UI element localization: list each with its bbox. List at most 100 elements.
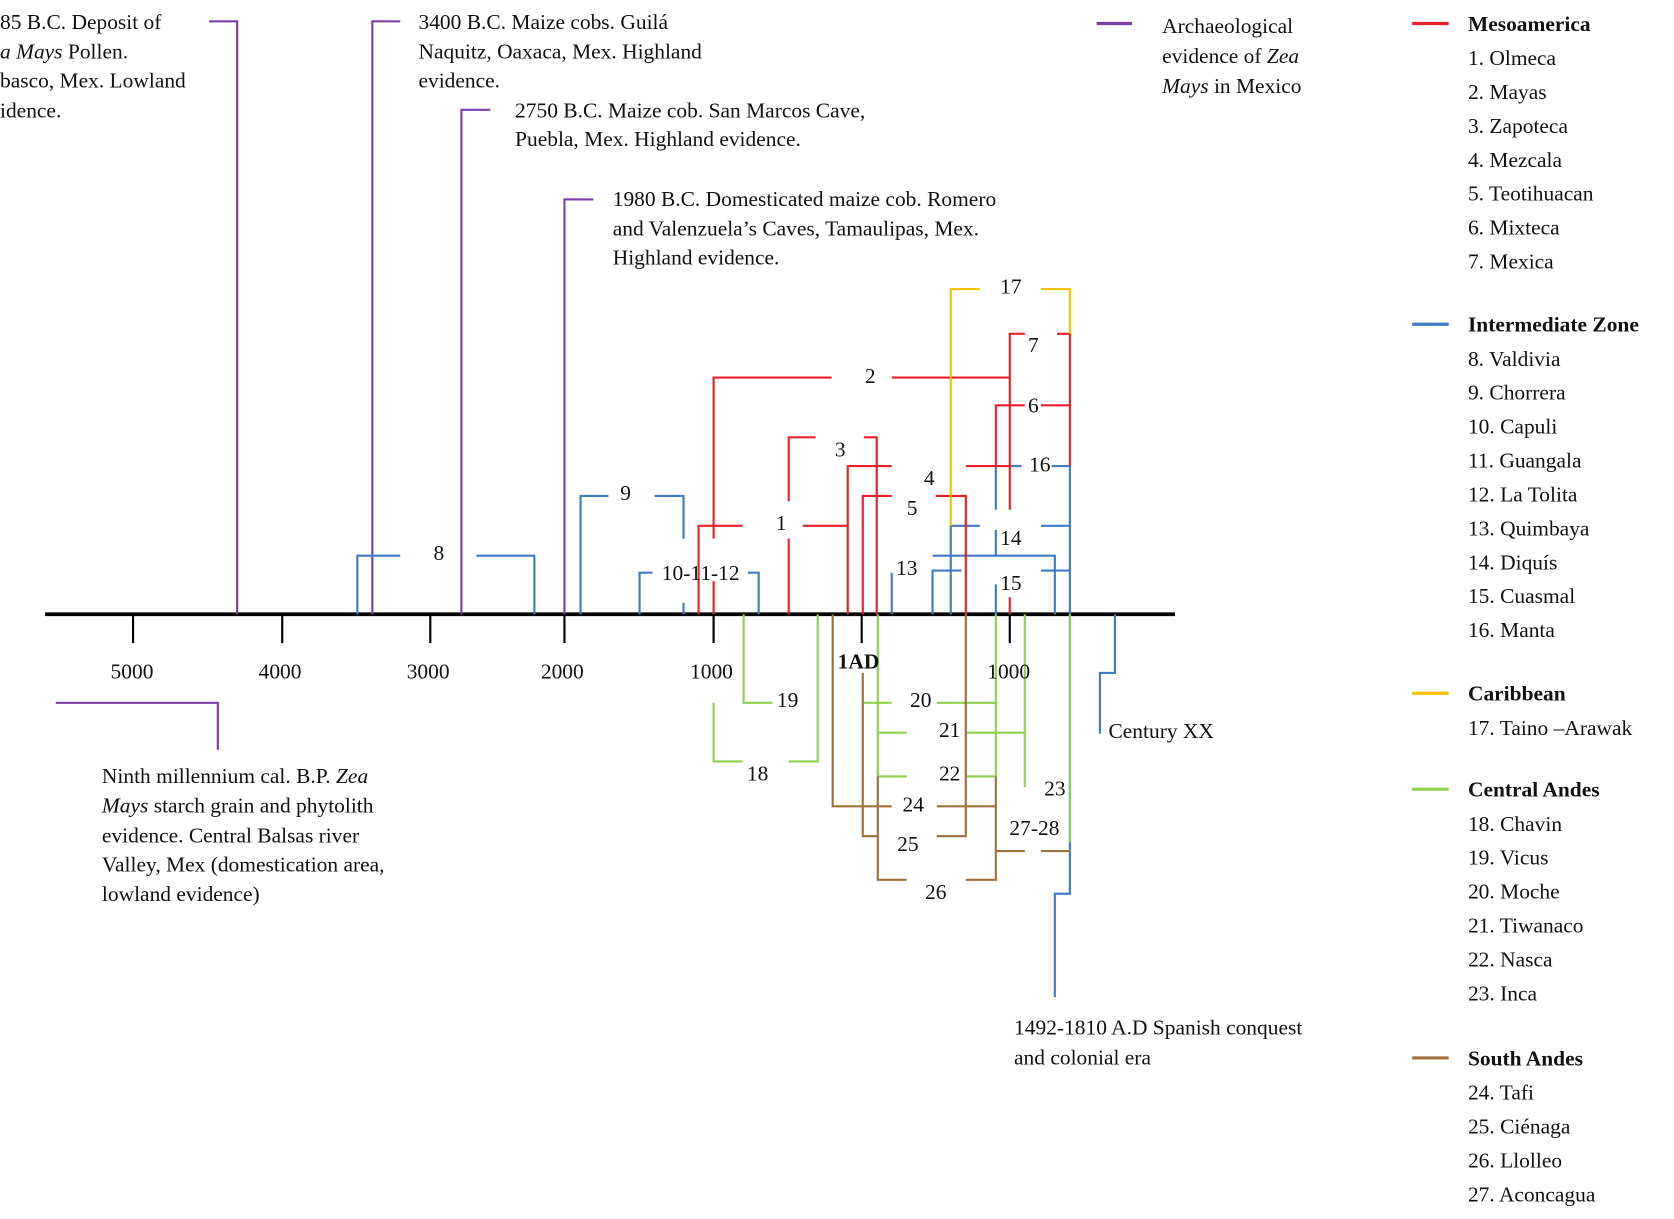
annotation-line: Puebla, Mex. Highland evidence. (515, 127, 801, 151)
culture-label-22: 22 (939, 762, 960, 786)
annotation-spanish-conquest: 1492-1810 A.D Spanish conquest and colon… (1014, 1016, 1302, 1070)
culture-label-25: 25 (897, 832, 918, 856)
annotation-romero: 1980 B.C. Domesticated maize cob. Romero… (613, 187, 996, 270)
bracket-9 (579, 494, 685, 615)
annotation-line: evidence. Central Balsas river (102, 824, 359, 848)
legend-item: 19. Vicus (1468, 846, 1549, 870)
annotation-line: idence. (0, 98, 61, 122)
bracket-26 (876, 776, 997, 881)
annotation-line: 1492-1810 A.D Spanish conquest (1014, 1016, 1302, 1040)
legend-item: 20. Moche (1468, 880, 1560, 904)
culture-label-15: 15 (1000, 571, 1021, 595)
annotation-line: 85 B.C. Deposit of (0, 10, 162, 34)
annotation-line: Highland evidence. (613, 246, 780, 270)
annotation-balsas: Ninth millennium cal. B.P. Zea Mays star… (101, 764, 385, 906)
legend-group-title: Caribbean (1468, 682, 1566, 706)
culture-label-16: 16 (1029, 452, 1051, 476)
culture-label-21: 21 (939, 718, 960, 742)
culture-label-24: 24 (902, 793, 924, 817)
bracket-1 (697, 524, 848, 615)
legend-item: 9. Chorrera (1468, 381, 1566, 405)
legend-group-title: South Andes (1468, 1046, 1583, 1070)
tick-label-2000: 2000 (541, 659, 584, 683)
bracket-17 (949, 287, 1071, 526)
century-xx-line (1098, 614, 1116, 734)
culture-label-8: 8 (434, 541, 445, 565)
legend-item: 14. Diquís (1468, 550, 1557, 574)
legend-text: Archaeological (1162, 14, 1293, 38)
bracket-25 (861, 614, 967, 838)
evidence-romero-line (563, 198, 594, 615)
culture-label-9: 9 (620, 481, 631, 505)
legend-item: 3. Zapoteca (1468, 114, 1569, 138)
legend-item: 27. Aconcagua (1468, 1182, 1596, 1206)
legend-item: 2. Mayas (1468, 80, 1547, 104)
culture-label-6: 6 (1028, 394, 1039, 418)
legend-item: 17. Taino –Arawak (1468, 716, 1633, 740)
culture-label-23: 23 (1044, 777, 1065, 801)
annotation-line: and colonial era (1014, 1045, 1151, 1069)
timeline-lines (45, 20, 1176, 998)
bracket-7 (1008, 332, 1071, 510)
annotation-line: 3400 B.C. Maize cobs. Guilá (419, 10, 669, 34)
annotation-san-marcos: 2750 B.C. Maize cob. San Marcos Cave, Pu… (515, 98, 865, 151)
bracket-21 (876, 614, 1026, 788)
culture-label-4: 4 (924, 466, 935, 490)
legend-item: 15. Cuasmal (1468, 584, 1575, 608)
legend-item: 7. Mexica (1468, 250, 1554, 274)
legend-item: 26. Llolleo (1468, 1148, 1562, 1172)
legend-item: 13. Quimbaya (1468, 516, 1590, 540)
legend-item: 12. La Tolita (1468, 483, 1578, 507)
bracket-4 (846, 464, 1010, 615)
culture-label-13: 13 (896, 556, 917, 580)
legend-item: 6. Mixteca (1468, 216, 1560, 240)
annotation-line: 1980 B.C. Domesticated maize cob. Romero (613, 187, 996, 211)
annotation-line: Naquitz, Oaxaca, Mex. Highland (419, 40, 703, 64)
tick-label-1000ad: 1000 (987, 659, 1030, 683)
tick-label-5000: 5000 (111, 659, 154, 683)
annotation-line: evidence. (419, 69, 501, 93)
legend-item: 22. Nasca (1468, 948, 1553, 972)
culture-label-7: 7 (1028, 333, 1039, 357)
culture-label-2: 2 (865, 364, 876, 388)
legend-group-intermediate-zone: Intermediate Zone 8. Valdivia 9. Chorrera 1… (1412, 313, 1639, 642)
legend-group-title: Mesoamerica (1468, 12, 1591, 36)
evidence-san-marcos-line (460, 108, 491, 615)
culture-label-5: 5 (907, 496, 918, 520)
culture-label-18: 18 (747, 762, 768, 786)
legend-item: 21. Tiwanaco (1468, 914, 1584, 938)
legend-item: 18. Chavin (1468, 812, 1562, 836)
legend-item: 23. Inca (1468, 981, 1538, 1005)
bracket-6 (994, 404, 1070, 467)
legend-group-mesoamerica: Mesoamerica 1. Olmeca 2. Mayas 3. Zapoteca 4… (1412, 12, 1594, 274)
tick-label-4000: 4000 (259, 659, 302, 683)
culture-label-17: 17 (1000, 274, 1022, 298)
legend-group-title: Intermediate Zone (1468, 313, 1639, 337)
bracket-22 (877, 614, 997, 778)
legend-group-caribbean: Caribbean 17. Taino –Arawak (1412, 682, 1633, 740)
bracket-15 (931, 569, 1070, 615)
legend-item: 25. Ciénaga (1468, 1115, 1571, 1139)
culture-label-10-11-12: 10-11-12 (662, 561, 740, 585)
annotation-pollen: 85 B.C. Deposit of a Mays Pollen. basco,… (0, 10, 186, 122)
bracket-8 (356, 554, 536, 615)
culture-label-1: 1 (776, 511, 787, 535)
bracket-5 (861, 494, 967, 615)
culture-label-20: 20 (910, 688, 931, 712)
culture-label-19: 19 (777, 688, 798, 712)
legend-item: 8. Valdivia (1468, 347, 1561, 371)
legend: Mesoamerica 1. Olmeca 2. Mayas 3. Zapoteca 4… (1412, 12, 1639, 1206)
bracket-19 (742, 614, 773, 704)
legend-item: 5. Teotihuacan (1468, 182, 1594, 206)
culture-label-14: 14 (1000, 526, 1022, 550)
annotation-line: and Valenzuela’s Caves, Tamaulipas, Mex. (613, 217, 979, 241)
annotation-line: Ninth millennium cal. B.P. Zea (102, 764, 368, 788)
culture-label-3: 3 (835, 438, 846, 462)
annotation-century-xx: Century XX (1108, 719, 1214, 743)
axis-ticks (131, 614, 1011, 644)
legend-group-central-andes: Central Andes 18. Chavin 19. Vicus 20. Moch… (1412, 778, 1600, 1005)
evidence-balsas-line (55, 701, 219, 750)
legend-item: 4. Mezcala (1468, 148, 1563, 172)
legend-text: Mays in Mexico (1161, 74, 1301, 98)
